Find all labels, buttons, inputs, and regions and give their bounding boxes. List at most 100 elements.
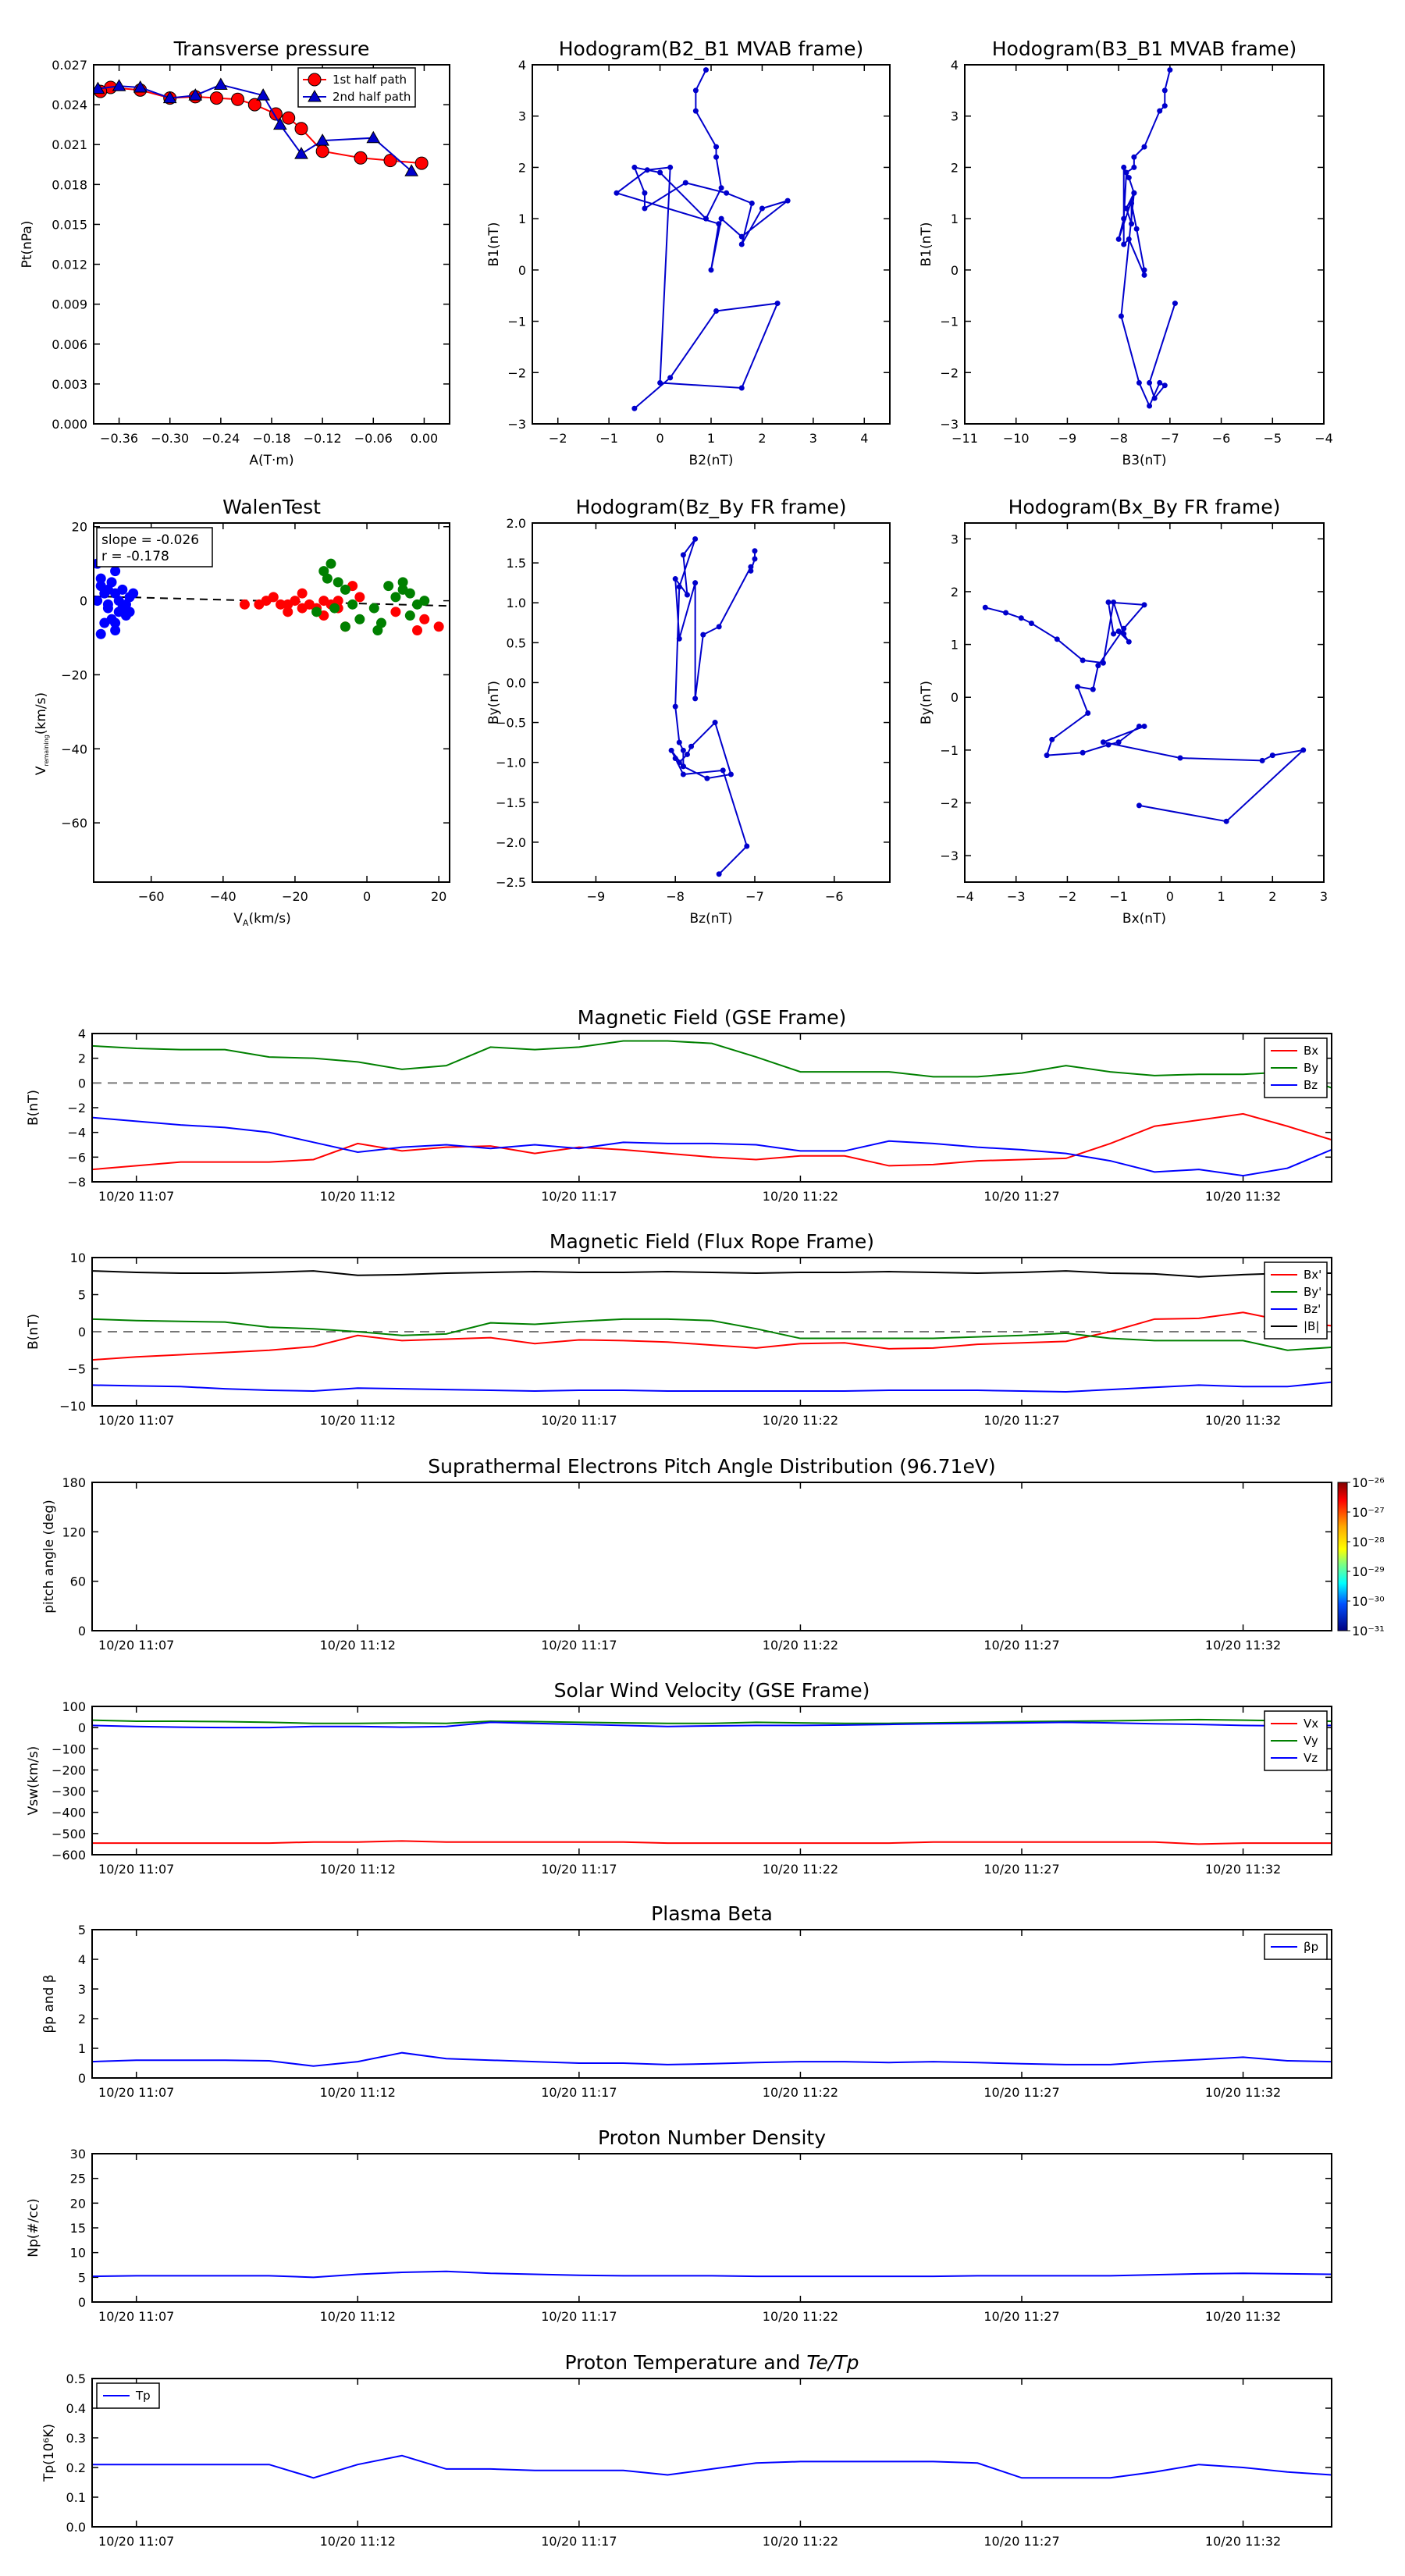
series-line xyxy=(92,1112,1332,1171)
plot-frame xyxy=(964,64,1325,425)
x-tick-label: 10/20 11:22 xyxy=(763,1862,838,1877)
x-tick-label: 10/20 11:22 xyxy=(763,2534,838,2549)
data-point xyxy=(1095,663,1101,669)
data-point xyxy=(749,200,755,206)
data-point xyxy=(702,67,709,73)
plot-frame xyxy=(91,1482,1332,1631)
y-tick-label: 0.018 xyxy=(52,177,87,192)
series-line xyxy=(92,1318,1332,1351)
data-point xyxy=(676,739,682,745)
x-tick-label: 3 xyxy=(809,431,817,446)
data-point xyxy=(1080,657,1086,664)
plot-area xyxy=(92,2454,1332,2479)
plot-frame xyxy=(532,64,891,425)
data-point xyxy=(692,535,699,542)
y-tick-label: 0.4 xyxy=(66,2401,86,2416)
series-line xyxy=(670,538,756,875)
data-point xyxy=(383,581,394,592)
data-point xyxy=(1044,753,1050,759)
y-tick-label: 20 xyxy=(72,520,87,535)
panel-walen: WalenTest −60 −40 −20 0 20 −60 −40 −20 0 20 VA(km/s… xyxy=(34,496,450,928)
x-tick-label: 10/20 11:12 xyxy=(320,1862,396,1877)
y-tick-label: 1 xyxy=(78,2041,86,2056)
data-point xyxy=(1121,625,1127,632)
data-point xyxy=(213,77,228,91)
y-tick-label: 0 xyxy=(951,263,959,278)
data-point xyxy=(738,233,745,240)
data-point xyxy=(692,108,699,114)
x-tick-label: −40 xyxy=(210,889,237,904)
y-tick-label: 4 xyxy=(951,58,959,73)
y-tick-label: 2.0 xyxy=(507,516,526,531)
data-point xyxy=(676,760,682,766)
y-tick-label: −6 xyxy=(67,1150,86,1165)
data-point xyxy=(315,133,330,146)
data-point xyxy=(94,596,103,607)
data-point xyxy=(738,241,745,247)
data-point xyxy=(738,385,745,391)
x-axis-label: Bz(nT) xyxy=(689,911,732,927)
data-point xyxy=(1085,710,1091,717)
x-tick-label: 10/20 11:32 xyxy=(1205,1862,1281,1877)
x-tick-label: 10/20 11:17 xyxy=(541,2309,617,2324)
annotation-text: r = -0.178 xyxy=(101,549,169,564)
plot-area xyxy=(92,2051,1332,2067)
data-point xyxy=(692,87,699,94)
x-axis-label: B2(nT) xyxy=(689,453,734,468)
legend-label: Vy xyxy=(1304,1734,1318,1748)
data-point xyxy=(354,151,368,165)
y-tick-label: 15 xyxy=(70,2221,86,2236)
data-point xyxy=(1054,636,1060,642)
data-point xyxy=(667,164,674,170)
y-axis-label: B1(nT) xyxy=(919,222,934,267)
data-point xyxy=(433,621,444,632)
data-point xyxy=(209,91,223,105)
data-point xyxy=(713,308,720,314)
data-point xyxy=(713,154,720,160)
series-line xyxy=(92,2051,1332,2067)
y-tick-label: −3 xyxy=(940,417,959,432)
x-tick-label: −60 xyxy=(138,889,165,904)
y-tick-label: −2 xyxy=(507,365,526,380)
x-tick-label: 3 xyxy=(1320,889,1328,904)
label-rest: (km/s) xyxy=(34,692,49,735)
data-point xyxy=(672,703,678,710)
y-tick-label: 1.5 xyxy=(507,556,526,571)
y-tick-label: 5 xyxy=(78,1288,86,1303)
x-tick-label: −2 xyxy=(1058,889,1077,904)
x-tick-label: −6 xyxy=(1212,431,1231,446)
panel-pt: Transverse pressure−0.36 −0.30 −0.24 −0.18−… xyxy=(20,37,450,468)
annotation-box xyxy=(96,527,213,568)
series-line xyxy=(92,1311,1332,1361)
y-tick-label: 4 xyxy=(518,58,526,73)
data-point xyxy=(1136,723,1142,729)
x-tick-label: 10/20 11:27 xyxy=(984,2534,1059,2549)
x-tick-label: 10/20 11:22 xyxy=(763,1189,838,1204)
x-tick-label: −0.12 xyxy=(304,431,342,446)
data-point xyxy=(692,580,699,586)
x-tick-label: −0.30 xyxy=(151,431,189,446)
x-tick-label: 10/20 11:32 xyxy=(1205,1189,1281,1204)
data-point xyxy=(1147,379,1153,386)
x-tick-label: −9 xyxy=(1058,431,1077,446)
data-point xyxy=(1126,175,1132,181)
y-tick-label: −500 xyxy=(52,1827,86,1841)
data-point xyxy=(752,556,758,562)
x-tick-label: 10/20 11:07 xyxy=(98,2309,174,2324)
data-point xyxy=(315,144,329,158)
x-tick-label: −20 xyxy=(282,889,308,904)
x-tick-label: 10/20 11:12 xyxy=(320,1189,396,1204)
data-point xyxy=(294,122,308,136)
x-tick-label: 10/20 11:27 xyxy=(984,1862,1059,1877)
data-point xyxy=(1049,736,1055,742)
series-line xyxy=(92,1270,1332,1278)
y-tick-label: 0.009 xyxy=(52,297,87,312)
colorbar xyxy=(1337,1482,1348,1631)
data-point xyxy=(1121,164,1127,170)
x-tick-label: 10/20 11:07 xyxy=(98,1638,174,1653)
data-point xyxy=(748,568,754,574)
x-tick-label: 10/20 11:17 xyxy=(541,1862,617,1877)
y-tick-label: 25 xyxy=(70,2172,86,2186)
x-tick-label: 10/20 11:22 xyxy=(763,2085,838,2100)
x-tick-label: −0.36 xyxy=(100,431,138,446)
